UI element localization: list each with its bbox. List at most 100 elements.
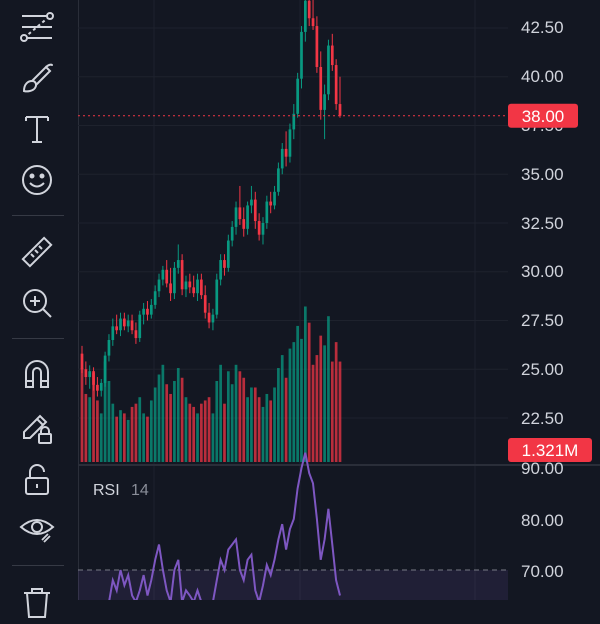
rsi-tick: 70.00 — [521, 562, 564, 581]
volume-bar — [284, 377, 288, 462]
ruler-tool[interactable] — [15, 230, 59, 274]
visibility-eye-icon — [19, 519, 55, 543]
candle-body — [226, 240, 230, 268]
lock-drawing-tool[interactable] — [15, 405, 59, 449]
volume-bar — [103, 361, 107, 462]
price-tick: 25.00 — [521, 360, 564, 379]
candle-body — [300, 31, 303, 79]
candle-body — [261, 223, 265, 235]
candle-body — [192, 287, 196, 294]
volume-bar — [119, 410, 122, 462]
volume-bar — [265, 393, 269, 462]
candle-body — [265, 201, 269, 223]
candle-body — [234, 207, 238, 227]
magnet-tool[interactable] — [15, 352, 59, 396]
price-tick: 42.50 — [521, 18, 564, 37]
volume-bar — [261, 406, 265, 462]
volume-bar — [269, 400, 273, 462]
price-tick: 32.50 — [521, 214, 564, 233]
rsi-tick: 90.00 — [521, 459, 564, 478]
emoji-tool[interactable] — [15, 158, 59, 202]
volume-bar — [165, 384, 169, 462]
candle-body — [323, 94, 326, 110]
volume-bar — [130, 406, 134, 462]
candle-body — [296, 78, 299, 114]
text-tool[interactable] — [15, 107, 59, 151]
candle-body — [196, 279, 199, 294]
volume-bar — [250, 387, 253, 462]
rsi-tick: 80.00 — [521, 511, 564, 530]
volume-bar — [88, 397, 92, 462]
candle-body — [165, 269, 169, 284]
candle-body — [211, 314, 215, 323]
volume-bar — [257, 397, 261, 462]
volume-bar — [277, 368, 280, 462]
volume-bar — [303, 306, 307, 462]
volume-bar — [300, 338, 303, 462]
trend-line-tool-icon — [20, 12, 54, 42]
volume-bar — [99, 413, 103, 462]
candle-body — [153, 291, 157, 305]
candle-body — [257, 221, 261, 235]
volume-bar — [146, 416, 149, 462]
zoom-in-tool-icon — [23, 289, 52, 318]
candle-body — [96, 384, 99, 391]
price-tick: 30.00 — [521, 262, 564, 281]
rsi-pane[interactable]: RSI 14 90.00 80.00 70.00 — [78, 452, 564, 600]
text-tool-icon — [25, 116, 49, 143]
trash-icon — [24, 588, 50, 618]
volume-bar — [338, 361, 342, 462]
candle-body — [99, 382, 103, 391]
trash-tool[interactable] — [15, 580, 59, 624]
candle-body — [173, 267, 176, 294]
price-tick: 22.50 — [521, 409, 564, 428]
candle-body — [184, 281, 188, 290]
price-tick: 35.00 — [521, 165, 564, 184]
candle-body — [338, 104, 342, 116]
rsi-title: RSI — [93, 482, 120, 499]
trend-line-tool[interactable] — [15, 5, 59, 49]
volume-bar — [238, 371, 242, 462]
volume-bar — [296, 325, 299, 462]
volume-bar — [142, 413, 145, 462]
price-axis[interactable]: 42.50 40.00 37.50 35.00 32.50 30.00 27.5… — [521, 18, 564, 428]
candle-body — [246, 205, 249, 229]
volume-bar — [84, 393, 88, 462]
rsi-band — [78, 570, 508, 600]
volume-bar — [219, 364, 222, 462]
candle-body — [280, 148, 284, 169]
candle-body — [176, 260, 180, 268]
volume-bar — [334, 342, 338, 462]
toolbar-separator — [12, 215, 64, 216]
candle-body — [157, 279, 161, 292]
candle-body — [230, 226, 234, 241]
volume-bar — [96, 400, 99, 462]
candle-body — [188, 281, 192, 288]
volume-bar — [327, 316, 330, 462]
visibility-tool[interactable] — [15, 507, 59, 551]
candle-body — [269, 201, 273, 206]
candle-body — [161, 269, 165, 280]
volume-bar — [215, 381, 219, 462]
volume-bar — [123, 413, 126, 462]
candle-body — [146, 308, 149, 315]
ruler-tool-icon — [21, 236, 53, 268]
chart-canvas[interactable]: 42.50 40.00 37.50 35.00 32.50 30.00 27.5… — [78, 0, 600, 600]
candle-body — [311, 18, 315, 27]
candle-body — [242, 219, 246, 229]
magnet-tool-icon — [25, 360, 49, 388]
volume-bar — [169, 393, 172, 462]
candle-body — [80, 353, 84, 370]
candle-body — [223, 260, 226, 268]
volume-label: 1.321M — [522, 441, 579, 460]
brush-tool[interactable] — [15, 56, 59, 100]
volume-bars — [80, 306, 342, 462]
volume-bar — [280, 355, 284, 462]
unlock-tool[interactable] — [15, 458, 59, 502]
zoom-in-tool[interactable] — [15, 281, 59, 325]
candle-body — [169, 283, 172, 294]
candle-body — [126, 320, 130, 327]
volume-bar — [230, 384, 234, 462]
chart-area[interactable]: 42.50 40.00 37.50 35.00 32.50 30.00 27.5… — [78, 0, 600, 600]
volume-bar — [288, 348, 292, 462]
